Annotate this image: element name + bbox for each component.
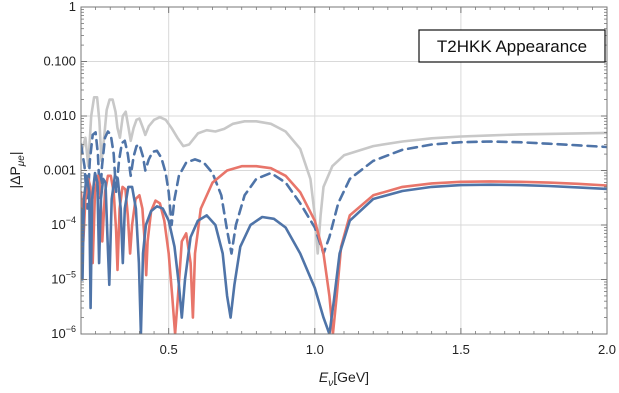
legend-box: T2HKK Appearance — [418, 29, 606, 63]
series-line-2 — [81, 130, 607, 255]
y-tick-label: 0.100 — [43, 54, 76, 69]
y-axis-title: |ΔPμe| — [7, 151, 27, 188]
x-tick-label: 2.0 — [598, 342, 616, 357]
x-axis-ticks: 0.5 1.0 1.5 2.0 — [95, 7, 616, 357]
x-tick-label: 1.0 — [306, 342, 324, 357]
series-line-3 — [81, 164, 607, 334]
legend-label: T2HKK Appearance — [437, 37, 587, 56]
y-tick-label: 10−6 — [51, 324, 76, 341]
y-tick-label: 0.001 — [43, 163, 76, 178]
series-line-4 — [81, 171, 607, 334]
series-group — [81, 96, 607, 334]
x-axis-title: Eν[GeV] — [319, 369, 369, 389]
y-tick-label: 0.010 — [43, 108, 76, 123]
series-line-1 — [81, 96, 607, 255]
y-axis-ticks: 1 0.100 0.010 0.001 10−4 10−5 10−6 — [43, 0, 607, 341]
y-tick-label: 1 — [69, 0, 76, 14]
y-tick-label: 10−4 — [51, 215, 76, 232]
y-tick-label: 10−5 — [51, 270, 76, 287]
x-tick-label: 1.5 — [452, 342, 470, 357]
x-tick-label: 0.5 — [160, 342, 178, 357]
